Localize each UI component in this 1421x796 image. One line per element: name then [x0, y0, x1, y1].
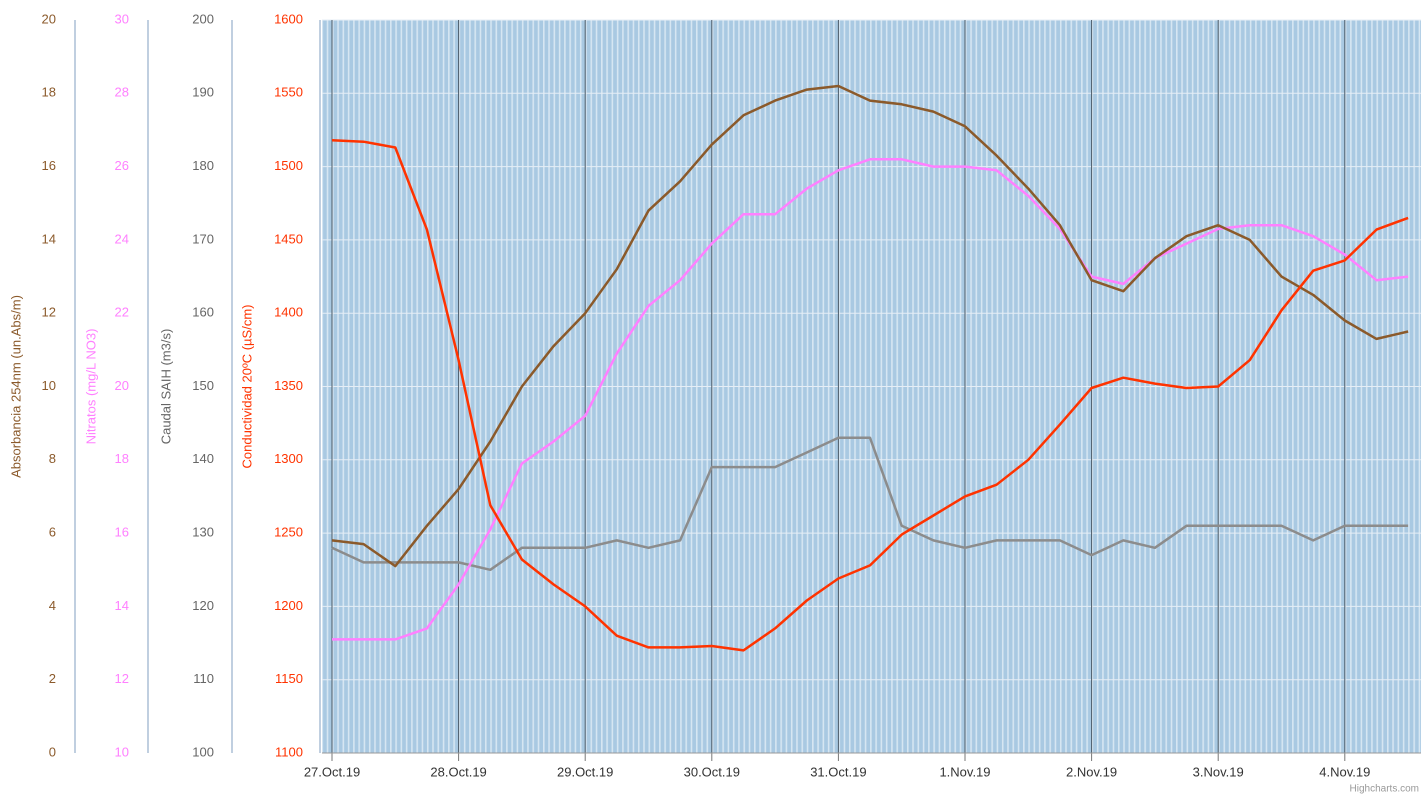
axis-title: Conductividad 20ºC (µS/cm) [239, 305, 254, 469]
y-tick-label: 1450 [274, 231, 303, 246]
y-tick-label: 1500 [274, 158, 303, 173]
x-tick-label: 1.Nov.19 [939, 764, 990, 779]
y-tick-label: 1200 [274, 598, 303, 613]
x-tick-label: 30.Oct.19 [684, 764, 740, 779]
y-tick-label: 190 [192, 85, 214, 100]
y-tick-label: 30 [115, 11, 129, 26]
y-tick-label: 1600 [274, 11, 303, 26]
y-tick-label: 110 [193, 671, 214, 686]
x-tick-label: 31.Oct.19 [810, 764, 866, 779]
series-line [332, 158, 1409, 641]
y-tick-label: 16 [115, 525, 129, 540]
y-tick-label: 4 [49, 598, 56, 613]
y-tick-label: 24 [115, 231, 129, 246]
axis-title: Nitratos (mg/L NO3) [83, 329, 98, 445]
y-tick-label: 170 [192, 231, 214, 246]
y-tick-label: 14 [42, 231, 56, 246]
y-tick-label: 200 [192, 11, 214, 26]
y-tick-label: 1400 [274, 305, 303, 320]
x-tick-label: 4.Nov.19 [1319, 764, 1370, 779]
y-tick-label: 12 [42, 305, 56, 320]
credit: Highcharts.com [1350, 784, 1419, 795]
series-line [331, 84, 1409, 568]
y-tick-label: 18 [42, 85, 56, 100]
y-tick-label: 20 [42, 11, 56, 26]
x-tick-label: 27.Oct.19 [304, 764, 360, 779]
y-tick-label: 0 [49, 744, 56, 759]
y-tick-label: 1250 [274, 525, 303, 540]
y-tick-label: 8 [49, 451, 56, 466]
y-tick-label: 26 [115, 158, 129, 173]
y-tick-label: 6 [49, 525, 56, 540]
y-tick-label: 160 [192, 305, 214, 320]
y-tick-label: 120 [192, 598, 214, 613]
y-tick-label: 1350 [274, 378, 303, 393]
y-tick-label: 14 [115, 598, 129, 613]
x-tick-label: 2.Nov.19 [1066, 764, 1117, 779]
y-tick-label: 16 [42, 158, 56, 173]
axis-title: Absorbancia 254nm (un.Abs/m) [8, 295, 23, 478]
series-line [331, 436, 1409, 572]
series-line [331, 138, 1409, 652]
y-tick-label: 2 [49, 671, 56, 686]
y-tick-label: 1100 [275, 744, 303, 759]
y-tick-label: 1300 [274, 451, 303, 466]
y-tick-label: 10 [42, 378, 56, 393]
y-tick-label: 140 [192, 451, 214, 466]
y-tick-label: 180 [192, 158, 214, 173]
x-tick-label: 28.Oct.19 [430, 764, 486, 779]
y-tick-label: 100 [192, 744, 214, 759]
x-tick-label: 3.Nov.19 [1193, 764, 1244, 779]
y-tick-label: 28 [115, 85, 129, 100]
y-tick-label: 22 [115, 305, 129, 320]
axis-title: Caudal SAIH (m3/s) [158, 329, 173, 445]
y-tick-label: 150 [192, 378, 214, 393]
y-tick-label: 1150 [275, 671, 303, 686]
x-tick-label: 29.Oct.19 [557, 764, 613, 779]
y-tick-label: 130 [192, 525, 214, 540]
y-tick-label: 20 [115, 378, 129, 393]
y-tick-label: 10 [115, 744, 129, 759]
y-tick-label: 18 [115, 451, 129, 466]
y-tick-label: 1550 [274, 85, 303, 100]
y-tick-label: 12 [115, 671, 129, 686]
